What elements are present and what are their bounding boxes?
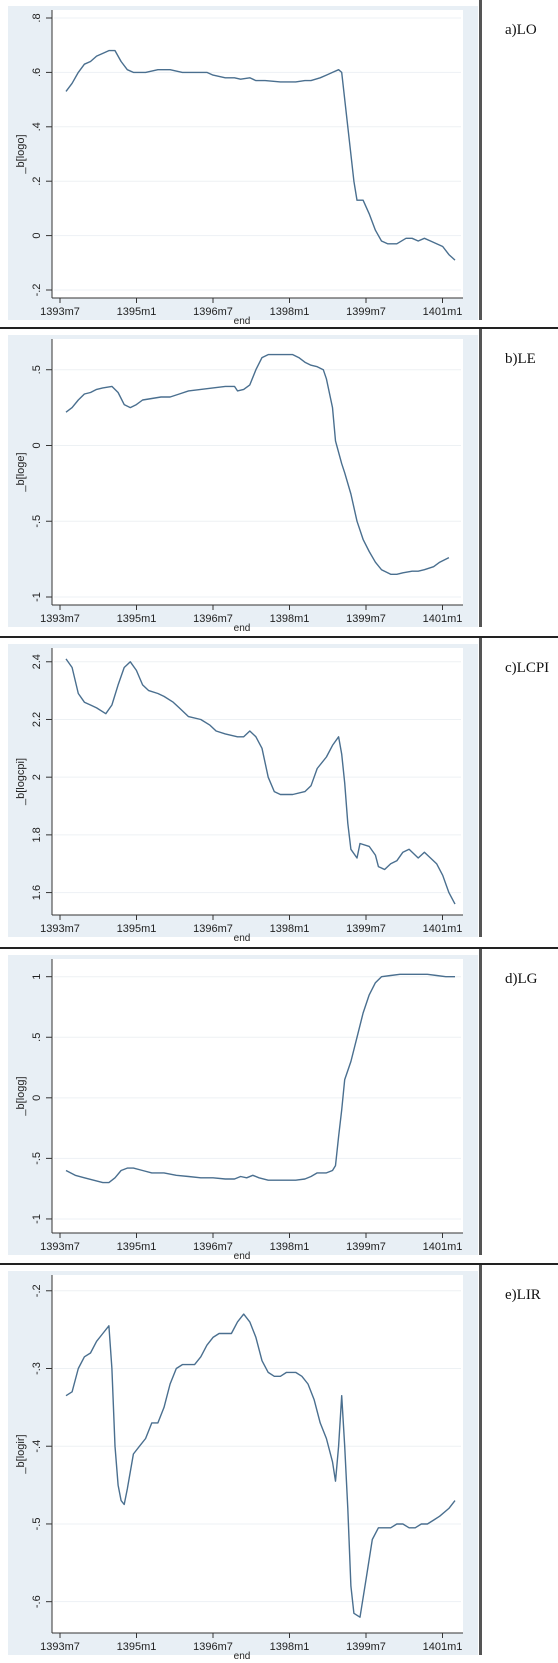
panel-label: a)LO	[505, 22, 537, 38]
chart-svg: .5 0 -.5 -1 _b[loge] 1393m7 1395m1 1396m7 1398m1…	[8, 335, 478, 634]
y-axis-label: _b[logg]	[15, 1076, 27, 1116]
x-tick-label: 1393m7	[40, 1241, 80, 1253]
panel-label: b)LE	[505, 351, 536, 367]
y-tick-label: -1	[31, 592, 43, 602]
series-line	[65, 973, 455, 1184]
panel-divider	[0, 947, 558, 949]
x-tick-label: 1399m7	[346, 613, 386, 625]
x-tick-label: 1396m7	[193, 306, 233, 318]
x-tick-label: 1396m7	[193, 923, 233, 935]
y-tick-label: -.5	[31, 515, 43, 528]
y-tick-label: -.5	[31, 1152, 43, 1165]
plot-area	[52, 339, 463, 605]
x-tick-label: 1401m1	[423, 1641, 463, 1653]
y-tick-label: 1	[31, 974, 43, 980]
y-tick-label: .2	[31, 177, 43, 186]
x-tick-label: 1393m7	[40, 1641, 80, 1653]
y-axis-label: _b[logcpi]	[15, 758, 27, 806]
chart-panel-5: e)LIR -.2 -.3 -.4 -.5 -.6 _b[logir] 1393m7 1395m…	[0, 1263, 558, 1663]
x-tick-label: 1395m1	[117, 613, 157, 625]
plot-area	[52, 1275, 463, 1633]
x-tick-label: 1399m7	[346, 306, 386, 318]
x-tick-label: 1396m7	[193, 613, 233, 625]
chart-panel-2: b)LE .5 0 -.5 -1 _b[loge] 1393m7 1395m1 1396m7 13…	[0, 327, 558, 635]
y-tick-label: .8	[31, 13, 43, 22]
panel-label: e)LIR	[505, 1287, 541, 1303]
chart-panel-1: a)LO .8 .6 .4 .2 0 -.2 _b[logo] 1393m7 1395m1 1396…	[0, 0, 558, 328]
y-axis-label: _b[loge]	[15, 452, 27, 492]
y-tick-label: 0	[31, 1095, 43, 1101]
y-tick-label: .6	[31, 68, 43, 77]
x-tick-label: 1399m7	[346, 1641, 386, 1653]
y-tick-label: -.2	[31, 1284, 43, 1297]
chart-svg: 2.4 2.2 2 1.8 1.6 _b[logcpi] 1393m7 1395m1 1396m…	[8, 644, 478, 944]
x-tick-label: 1393m7	[40, 613, 80, 625]
panel-divider	[0, 327, 558, 329]
plot-area	[52, 648, 463, 915]
panel-divider	[0, 1263, 558, 1265]
y-axis-label: _b[logo]	[15, 134, 27, 174]
panel-label: d)LG	[505, 971, 538, 987]
panel-edge-bar	[479, 949, 482, 1255]
x-tick-label: 1395m1	[117, 306, 157, 318]
x-tick-label: 1395m1	[117, 923, 157, 935]
series-line	[65, 658, 456, 905]
y-tick-label: -.5	[31, 1518, 43, 1531]
y-tick-label: 1.6	[31, 885, 43, 900]
y-tick-label: 0	[31, 233, 43, 239]
x-tick-label: 1396m7	[193, 1641, 233, 1653]
y-tick-label: -.3	[31, 1362, 43, 1375]
y-tick-label: 2	[31, 774, 43, 780]
y-tick-label: -.2	[31, 284, 43, 297]
y-tick-label: 2.4	[31, 654, 43, 669]
chart-svg: 1 .5 0 -.5 -1 _b[logg] 1393m7 1395m1 1396m7 1398m…	[8, 955, 478, 1262]
panel-edge-bar	[479, 329, 482, 627]
x-tick-label: 1399m7	[346, 1241, 386, 1253]
x-tick-label: 1401m1	[423, 923, 463, 935]
x-tick-label: 1398m1	[270, 306, 310, 318]
chart-panel-4: d)LG 1.5 0 -.5 -1 _b[logg] 1393m7 1395m1 1396m7 1…	[0, 947, 558, 1263]
plot-area	[52, 959, 463, 1233]
x-tick-label: 1398m1	[270, 1241, 310, 1253]
panel-divider	[0, 636, 558, 638]
y-tick-label: -.4	[31, 1440, 43, 1453]
x-axis-label-clipped: end	[234, 933, 251, 944]
x-axis-label-clipped: end	[234, 1251, 251, 1262]
x-tick-label: 1398m1	[270, 613, 310, 625]
y-tick-label: -.6	[31, 1595, 43, 1608]
x-tick-label: 1393m7	[40, 923, 80, 935]
panel-edge-bar	[479, 0, 482, 320]
y-tick-label: 1.8	[31, 827, 43, 842]
x-tick-label: 1401m1	[423, 613, 463, 625]
y-axis-label: _b[logir]	[15, 1434, 27, 1474]
y-tick-label: -1	[31, 1214, 43, 1224]
chart-svg: -.2 -.3 -.4 -.5 -.6 _b[logir] 1393m7 1395m1 1396…	[8, 1271, 478, 1662]
series-line	[65, 1313, 456, 1618]
x-tick-label: 1399m7	[346, 923, 386, 935]
y-tick-label: 2.2	[31, 712, 43, 727]
x-axis-label-clipped: end	[234, 1651, 251, 1662]
series-line	[65, 49, 456, 261]
x-tick-label: 1395m1	[117, 1241, 157, 1253]
x-tick-label: 1396m7	[193, 1241, 233, 1253]
panel-label: c)LCPI	[505, 660, 550, 676]
x-axis-label-clipped: end	[234, 623, 251, 634]
x-tick-label: 1398m1	[270, 1641, 310, 1653]
x-tick-label: 1395m1	[117, 1641, 157, 1653]
chart-svg: .8 .6 .4 .2 0 -.2 _b[logo] 1393m7 1395m1 1396m7 13…	[8, 6, 478, 327]
y-tick-label: .5	[31, 365, 43, 374]
y-tick-label: .5	[31, 1033, 43, 1042]
y-tick-label: 0	[31, 442, 43, 448]
y-tick-label: .4	[31, 122, 43, 131]
series-line	[65, 353, 450, 575]
x-tick-label: 1401m1	[423, 1241, 463, 1253]
plot-area	[52, 10, 463, 298]
x-tick-label: 1398m1	[270, 923, 310, 935]
x-tick-label: 1401m1	[423, 306, 463, 318]
x-axis-label-clipped: end	[234, 316, 251, 327]
chart-panel-3: c)LCPI 2.4 2.2 2 1.8 1.6 _b[logcpi] 1393m7 1395m…	[0, 636, 558, 945]
panel-edge-bar	[479, 638, 482, 937]
panel-edge-bar	[479, 1265, 482, 1655]
x-tick-label: 1393m7	[40, 306, 80, 318]
